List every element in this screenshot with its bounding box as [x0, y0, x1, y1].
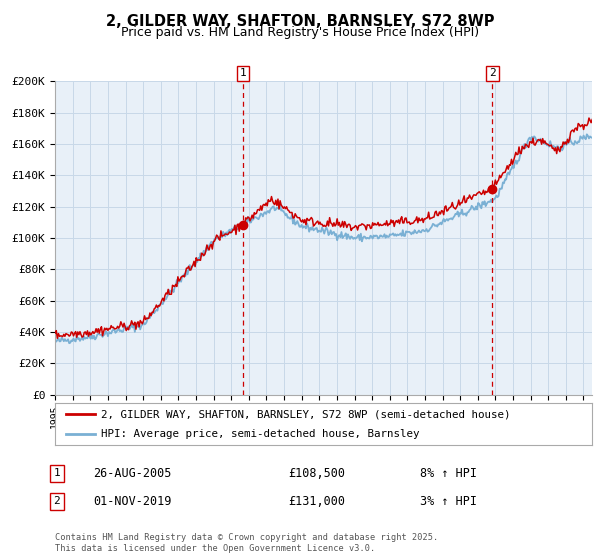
Text: 2: 2 — [53, 496, 61, 506]
Text: 2: 2 — [489, 68, 496, 78]
Text: 3% ↑ HPI: 3% ↑ HPI — [420, 494, 477, 508]
Text: Price paid vs. HM Land Registry's House Price Index (HPI): Price paid vs. HM Land Registry's House … — [121, 26, 479, 39]
Text: Contains HM Land Registry data © Crown copyright and database right 2025.
This d: Contains HM Land Registry data © Crown c… — [55, 533, 439, 553]
Text: £131,000: £131,000 — [288, 494, 345, 508]
Text: 26-AUG-2005: 26-AUG-2005 — [93, 466, 172, 480]
Text: 1: 1 — [53, 468, 61, 478]
Text: 2, GILDER WAY, SHAFTON, BARNSLEY, S72 8WP (semi-detached house): 2, GILDER WAY, SHAFTON, BARNSLEY, S72 8W… — [101, 409, 511, 419]
Text: 1: 1 — [239, 68, 246, 78]
Text: HPI: Average price, semi-detached house, Barnsley: HPI: Average price, semi-detached house,… — [101, 429, 419, 438]
Text: 8% ↑ HPI: 8% ↑ HPI — [420, 466, 477, 480]
Text: 2, GILDER WAY, SHAFTON, BARNSLEY, S72 8WP: 2, GILDER WAY, SHAFTON, BARNSLEY, S72 8W… — [106, 14, 494, 29]
Text: £108,500: £108,500 — [288, 466, 345, 480]
Text: 01-NOV-2019: 01-NOV-2019 — [93, 494, 172, 508]
